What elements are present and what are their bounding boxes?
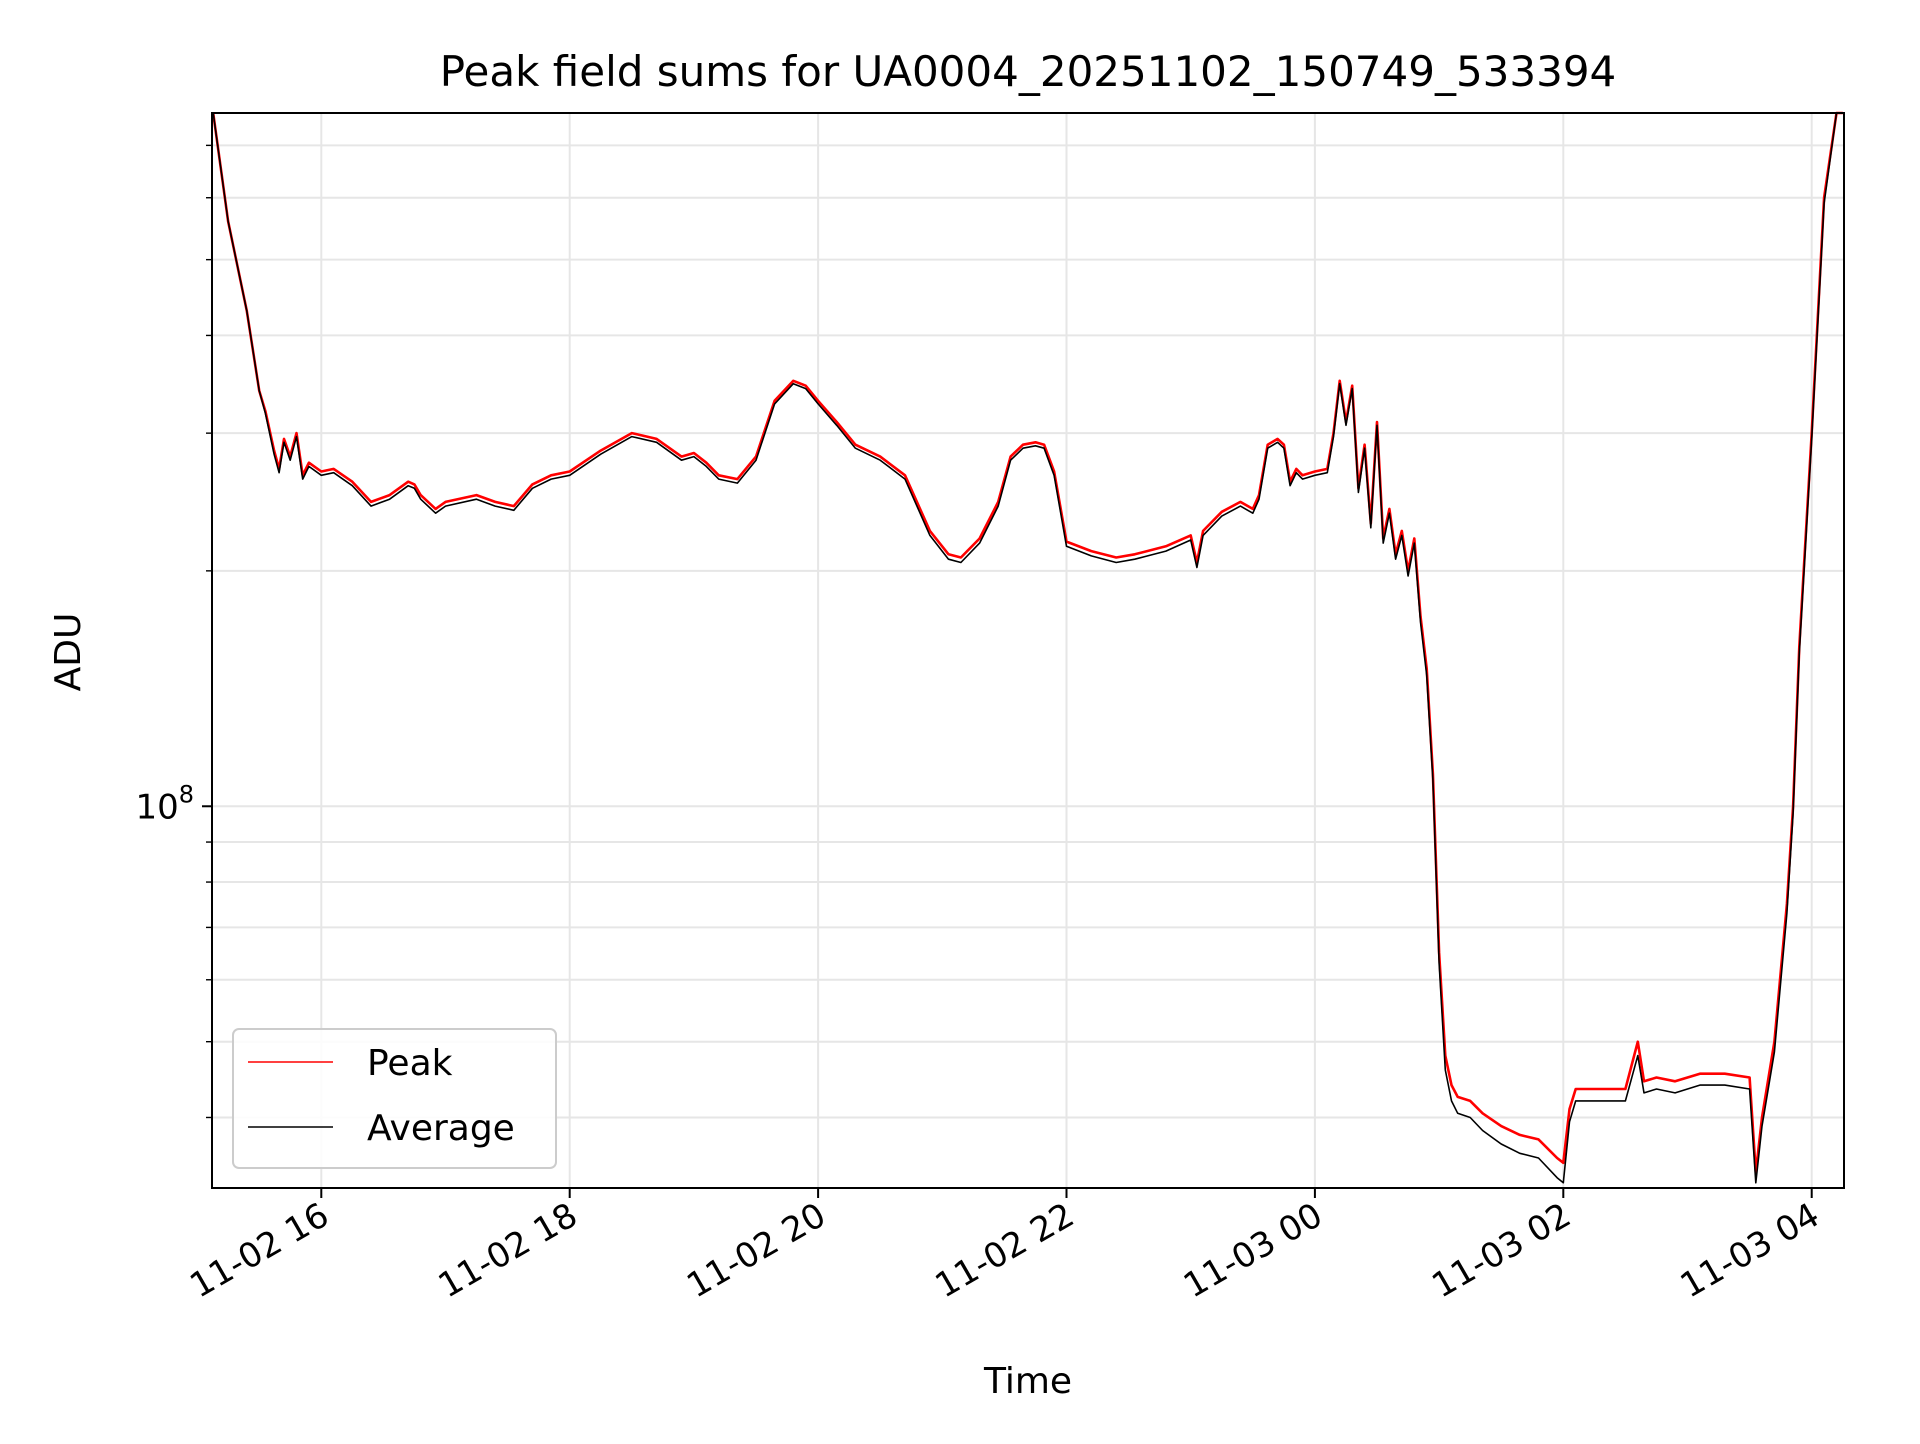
x-axis-label: Time [983,1361,1072,1402]
y-tick-label-base: 10 [135,787,178,827]
chart-title: Peak field sums for UA0004_20251102_1507… [440,47,1617,96]
y-tick-label-exponent: 8 [179,780,194,808]
legend-label-peak: Peak [367,1043,453,1084]
plot-frame [211,112,1845,1189]
y-axis-label: ADU [48,613,89,692]
legend: Peak Average [232,1028,557,1169]
series-group [211,111,1843,1184]
series-line-average [212,112,1843,1184]
y-tick-label: 108 [135,780,194,827]
legend-box [232,1028,557,1169]
series-line-peak [211,111,1843,1174]
legend-label-average: Average [367,1108,515,1149]
